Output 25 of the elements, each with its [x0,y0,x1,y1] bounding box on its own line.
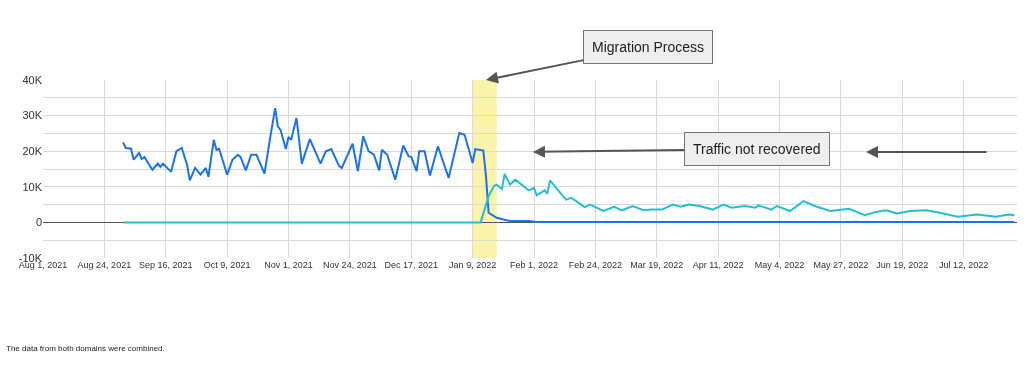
x-tick-label: Jul 12, 2022 [939,260,989,270]
x-tick-label: Jan 9, 2022 [449,260,497,270]
x-tick-label: Aug 24, 2021 [77,260,132,270]
x-tick-label: Feb 1, 2022 [509,260,559,270]
y-tick-label: 0 [35,216,42,229]
annotation: Migration Process [592,39,705,55]
text: The data from both domains were combined. [6,344,165,353]
x-tick-label: Sep 16, 2021 [138,260,193,270]
line-series [122,107,1016,224]
y-tick-label: 20K [22,145,43,158]
line-series [122,172,1016,224]
y-tick-label: 10K [22,180,43,193]
x-tick-label: Nov 24, 2021 [323,260,377,270]
x-tick-label: Feb 24, 2022 [568,260,622,270]
x-tick-label: May 27, 2022 [813,260,869,270]
y-tick-label: 30K [22,109,43,122]
x-tick-label: Apr 11, 2022 [692,260,744,270]
x-tick-label: Mar 19, 2022 [630,260,684,270]
x-tick-label: Dec 17, 2021 [384,260,439,270]
y-tick-label: 40K [22,73,43,86]
x-tick-label: Nov 1, 2021 [264,260,313,270]
x-tick-label: May 4, 2022 [754,260,805,270]
x-tick-label: Jun 19, 2022 [876,260,929,270]
x-tick-label: Oct 9, 2021 [203,260,251,270]
annotation: Traffic not recovered [693,141,821,157]
